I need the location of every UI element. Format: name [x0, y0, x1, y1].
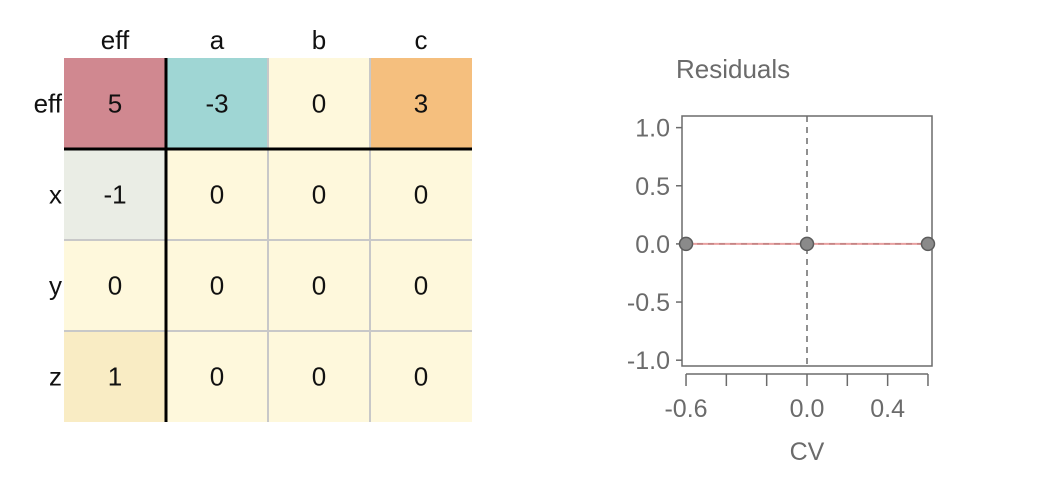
matrix-col-header: b — [312, 25, 326, 55]
matrix-cell-value: 3 — [414, 89, 428, 119]
matrix-cell-value: 0 — [414, 362, 428, 392]
matrix-cell-bg-0-3 — [370, 58, 472, 149]
matrix-cell-value: 0 — [414, 271, 428, 301]
x-axis-label: CV — [790, 438, 825, 466]
matrix-cell-value: -3 — [205, 89, 228, 119]
matrix-col-header: c — [415, 25, 428, 55]
x-tick-label: 0.4 — [870, 395, 905, 423]
effect-matrix: eff a b c eff x y z 5 -3 0 3 -1 0 0 0 0 0 0 0 1 0 0 0 — [34, 25, 472, 422]
matrix-col-header: a — [210, 25, 225, 55]
matrix-cell-value: 0 — [414, 180, 428, 210]
residual-point — [920, 236, 936, 252]
matrix-cell-bg-1-0 — [64, 149, 166, 240]
matrix-cell-bg-2-3 — [370, 240, 472, 331]
matrix-cell-bg-3-1 — [166, 331, 268, 422]
residual-point — [799, 236, 815, 252]
y-tick-label: 0.5 — [635, 173, 670, 201]
matrix-cell-bg-2-0 — [64, 240, 166, 331]
matrix-row-header: y — [49, 271, 62, 301]
matrix-cell-bg-2-2 — [268, 240, 370, 331]
matrix-cell-value: 0 — [312, 89, 326, 119]
matrix-cell-value: 0 — [210, 362, 224, 392]
matrix-row-header: z — [49, 362, 62, 392]
matrix-cell-value: 0 — [108, 271, 122, 301]
matrix-cell-bg-2-1 — [166, 240, 268, 331]
residual-point — [678, 236, 694, 252]
y-tick-label: 1.0 — [635, 115, 670, 143]
y-tick-label: -0.5 — [627, 289, 670, 317]
residuals-chart: Residuals 1.0 0.5 0.0 -0.5 -1.0 -0.6 0.0 0.4 CV — [627, 54, 936, 466]
matrix-cell-bg-1-1 — [166, 149, 268, 240]
matrix-cell-value: 0 — [210, 271, 224, 301]
matrix-cell-bg-0-2 — [268, 58, 370, 149]
matrix-cell-bg-3-0 — [64, 331, 166, 422]
matrix-cell-value: 0 — [312, 362, 326, 392]
matrix-row-header: x — [49, 180, 62, 210]
matrix-cell-bg-0-1 — [166, 58, 268, 149]
matrix-row-header: eff — [34, 89, 63, 119]
y-tick-label: -1.0 — [627, 347, 670, 375]
matrix-cell-bg-1-3 — [370, 149, 472, 240]
matrix-cell-bg-3-2 — [268, 331, 370, 422]
matrix-cell-value: 5 — [108, 89, 122, 119]
matrix-cell-value: 0 — [210, 180, 224, 210]
matrix-cell-value: 0 — [312, 180, 326, 210]
matrix-cell-value: 0 — [312, 271, 326, 301]
y-tick-label: 0.0 — [635, 231, 670, 259]
x-tick-label: -0.6 — [664, 395, 707, 423]
matrix-cell-value: 1 — [108, 362, 122, 392]
matrix-cell-bg-3-3 — [370, 331, 472, 422]
matrix-cell-value: -1 — [103, 180, 126, 210]
matrix-cell-bg-0-0 — [64, 58, 166, 149]
matrix-cell-bg-1-2 — [268, 149, 370, 240]
chart-title: Residuals — [676, 54, 790, 84]
matrix-col-header: eff — [101, 25, 130, 55]
x-tick-label: 0.0 — [790, 395, 825, 423]
